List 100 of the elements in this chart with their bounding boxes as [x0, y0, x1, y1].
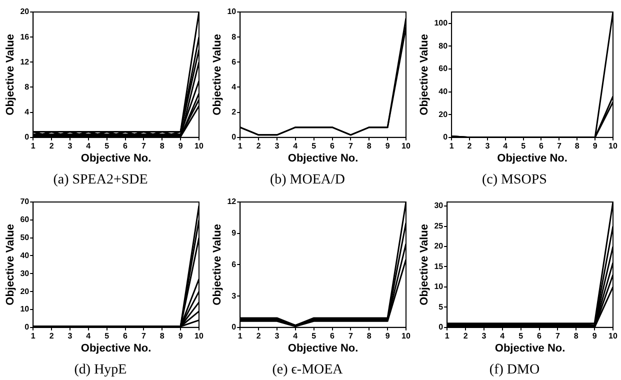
- x-tick-label: 6: [123, 331, 128, 340]
- x-tick-label: 2: [256, 141, 262, 150]
- x-tick-label: 5: [312, 141, 317, 150]
- x-tick-label: 1: [444, 331, 450, 340]
- x-tick-label: 7: [555, 331, 560, 340]
- x-tick-label: 5: [518, 331, 524, 340]
- y-tick-label: 9: [232, 228, 237, 238]
- x-tick-label: 9: [592, 141, 598, 150]
- x-tick-label: 1: [238, 331, 243, 340]
- y-tick-label: 60: [438, 64, 448, 74]
- y-tick-label: 20: [20, 286, 30, 296]
- x-tick-label: 5: [312, 331, 317, 340]
- x-tick-label: 1: [30, 141, 36, 150]
- x-tick-label: 7: [141, 331, 146, 340]
- y-tick-label: 4: [232, 82, 237, 92]
- x-tick-label: 6: [330, 331, 336, 340]
- x-tick-label: 5: [104, 141, 110, 150]
- y-axis-title: Objective Value: [4, 224, 17, 306]
- y-tick-label: 12: [20, 57, 30, 66]
- x-tick-label: 8: [366, 141, 372, 150]
- y-tick-label: 100: [434, 18, 448, 28]
- x-tick-label: 9: [178, 331, 184, 340]
- x-tick-label: 8: [160, 141, 165, 150]
- y-tick-label: 0: [24, 132, 30, 142]
- y-tick-label: 6: [232, 57, 237, 66]
- x-tick-label: 4: [86, 331, 92, 340]
- x-tick-label: 4: [293, 331, 298, 340]
- x-tick-label: 6: [123, 141, 128, 150]
- x-tick-label: 3: [274, 141, 280, 150]
- y-tick-label: 6: [232, 260, 237, 269]
- y-tick-label: 70: [20, 197, 30, 206]
- x-tick-label: 3: [68, 331, 73, 340]
- y-tick-label: 50: [20, 233, 30, 242]
- x-tick-label: 9: [178, 141, 184, 150]
- y-tick-label: 40: [438, 87, 448, 96]
- x-tick-label: 9: [385, 331, 390, 340]
- y-tick-label: 30: [434, 201, 444, 210]
- y-tick-label: 2: [232, 108, 237, 117]
- y-axis-title: Objective Value: [418, 34, 431, 116]
- y-tick-label: 5: [438, 302, 444, 312]
- y-tick-label: 20: [434, 242, 444, 251]
- y-axis-title: Objective Value: [4, 34, 17, 116]
- x-tick-label: 10: [402, 141, 411, 150]
- y-tick-label: 10: [20, 304, 30, 314]
- x-tick-label: 8: [366, 331, 372, 340]
- text: (d) HypE: [74, 362, 127, 378]
- x-tick-label: 5: [521, 141, 526, 150]
- y-tick-label: 80: [438, 41, 448, 50]
- y-tick-label: 25: [434, 221, 444, 230]
- y-axis-title: Objective Value: [212, 224, 224, 306]
- x-tick-label: 10: [608, 141, 618, 150]
- x-tick-label: 9: [592, 331, 598, 340]
- y-tick-label: 3: [232, 291, 237, 300]
- x-tick-label: 8: [574, 141, 580, 150]
- y-tick-label: 16: [20, 32, 30, 42]
- y-tick-label: 30: [20, 268, 30, 278]
- x-tick-label: 3: [68, 141, 73, 150]
- x-axis-title: Objective No.: [497, 152, 568, 165]
- x-tick-label: 8: [160, 331, 165, 340]
- text: (b) MOEA/D: [270, 172, 346, 188]
- y-tick-label: 0: [232, 322, 237, 332]
- text: (c) MSOPS: [482, 172, 547, 188]
- x-tick-label: 4: [86, 141, 92, 150]
- x-axis-title: Objective No.: [80, 152, 152, 165]
- x-tick-label: 2: [256, 331, 262, 340]
- x-tick-label: 7: [348, 331, 354, 340]
- x-tick-label: 7: [556, 141, 562, 150]
- y-tick-label: 4: [24, 108, 30, 117]
- x-tick-label: 6: [330, 141, 336, 150]
- x-tick-label: 3: [485, 141, 490, 150]
- y-tick-label: 40: [20, 250, 30, 260]
- x-tick-label: 9: [385, 141, 390, 150]
- y-tick-label: 8: [24, 82, 30, 92]
- x-tick-label: 2: [463, 331, 468, 340]
- y-tick-label: 20: [438, 110, 448, 119]
- x-tick-label: 3: [274, 331, 280, 340]
- y-tick-label: 12: [227, 197, 237, 206]
- y-tick-label: 0: [443, 132, 448, 142]
- x-tick-label: 6: [539, 141, 544, 150]
- text: (f) DMO: [489, 362, 540, 378]
- y-tick-label: 10: [434, 282, 444, 292]
- text: (e) ϵ-MOEA: [272, 362, 344, 378]
- y-axis-title: Objective Value: [212, 34, 224, 116]
- x-tick-label: 4: [293, 141, 298, 150]
- x-tick-label: 8: [574, 331, 579, 340]
- x-tick-label: 7: [348, 141, 354, 150]
- x-tick-label: 10: [194, 331, 204, 340]
- x-axis-title: Objective No.: [288, 152, 358, 165]
- y-tick-label: 20: [20, 7, 30, 16]
- y-tick-label: 15: [434, 262, 444, 271]
- x-tick-label: 10: [402, 331, 411, 340]
- x-tick-label: 1: [238, 141, 243, 150]
- x-tick-label: 4: [503, 141, 508, 150]
- x-tick-label: 1: [30, 331, 36, 340]
- x-axis-title: Objective No.: [288, 342, 358, 355]
- x-tick-label: 4: [500, 331, 506, 340]
- y-tick-label: 0: [24, 322, 30, 332]
- y-tick-label: 0: [438, 322, 444, 332]
- x-tick-label: 1: [449, 141, 454, 150]
- x-tick-label: 7: [141, 141, 146, 150]
